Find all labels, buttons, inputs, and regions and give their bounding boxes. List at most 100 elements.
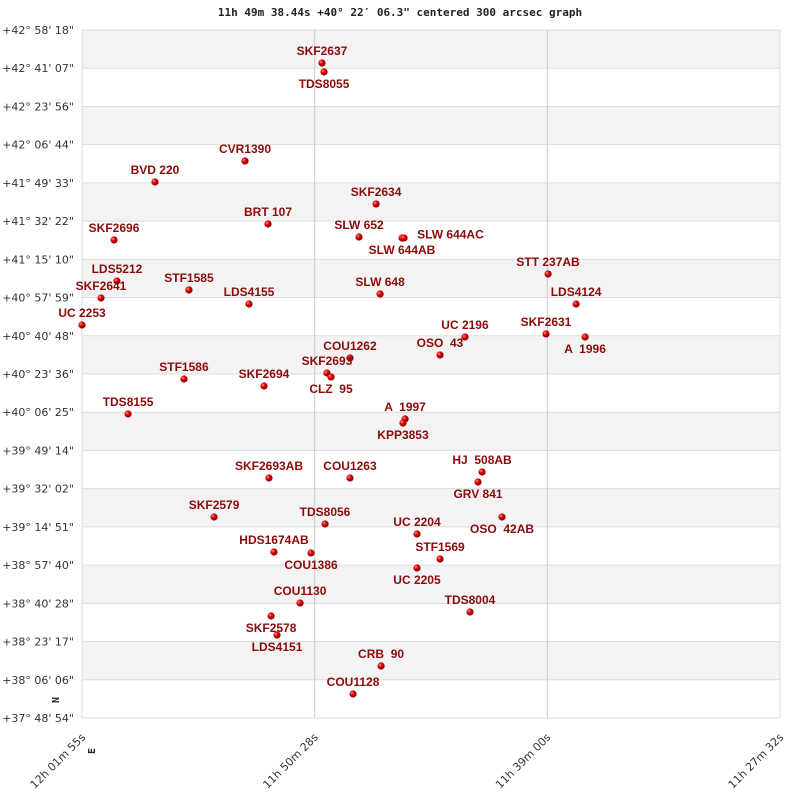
star-point[interactable] — [372, 200, 380, 208]
grid-band — [82, 335, 780, 374]
star-label: SKF2641 — [76, 279, 127, 293]
star-label: SKF2694 — [239, 367, 290, 381]
star-point[interactable] — [376, 290, 384, 298]
y-tick-label: +37° 48' 54" — [2, 712, 74, 725]
star-point[interactable] — [478, 468, 486, 476]
grid-band — [82, 603, 780, 642]
star-label: SKF2578 — [246, 621, 297, 635]
x-tick-label: 11h 27m 32s — [726, 731, 787, 792]
star-point[interactable] — [349, 690, 357, 698]
star-label: SLW 644AB — [369, 243, 436, 257]
star-point[interactable] — [265, 474, 273, 482]
star-label: COU1263 — [323, 459, 377, 473]
grid-band — [82, 30, 780, 69]
star-label: SLW 644AC — [417, 227, 484, 241]
star-point[interactable] — [436, 351, 444, 359]
star-point[interactable] — [474, 478, 482, 486]
star-point[interactable] — [346, 354, 354, 362]
star-point[interactable] — [544, 270, 552, 278]
star-label: HJ 508AB — [452, 453, 512, 467]
x-tick-label: 11h 39m 00s — [493, 731, 554, 792]
star-point[interactable] — [542, 330, 550, 338]
star-point[interactable] — [327, 373, 335, 381]
star-point[interactable] — [466, 608, 474, 616]
star-label: SLW 648 — [355, 275, 405, 289]
grid-band — [82, 488, 780, 527]
star-point[interactable] — [399, 419, 407, 427]
star-point[interactable] — [124, 410, 132, 418]
star-point[interactable] — [151, 178, 159, 186]
star-point[interactable] — [264, 220, 272, 228]
star-label: STF1586 — [159, 360, 209, 374]
star-point[interactable] — [355, 233, 363, 241]
y-tick-label: +41° 15' 10" — [2, 253, 74, 266]
star-point[interactable] — [318, 59, 326, 67]
star-point[interactable] — [270, 548, 278, 556]
grid-band — [82, 565, 780, 604]
star-label: KPP3853 — [377, 428, 429, 442]
star-point[interactable] — [436, 555, 444, 563]
y-tick-label: +39° 14' 51" — [2, 521, 74, 534]
y-tick-label: +40° 23' 36" — [2, 368, 74, 381]
star-label: TDS8004 — [445, 593, 496, 607]
star-point[interactable] — [321, 520, 329, 528]
y-tick-label: +42° 58' 18" — [2, 24, 74, 37]
star-label: BVD 220 — [131, 163, 180, 177]
star-label: BRT 107 — [244, 205, 292, 219]
y-tick-label: +39° 49' 14" — [2, 444, 74, 457]
star-label: UC 2205 — [393, 573, 441, 587]
star-point[interactable] — [320, 68, 328, 76]
star-point[interactable] — [413, 564, 421, 572]
grid-band — [82, 182, 780, 222]
star-point[interactable] — [400, 234, 408, 242]
star-label: A 1997 — [384, 400, 426, 414]
star-label: TDS8055 — [299, 77, 350, 91]
star-point[interactable] — [78, 321, 86, 329]
star-label: COU1130 — [274, 584, 327, 598]
star-point[interactable] — [260, 382, 268, 390]
star-label: LDS4124 — [551, 285, 602, 299]
star-point[interactable] — [413, 530, 421, 538]
y-tick-label: +42° 41' 07" — [2, 62, 74, 75]
grid-band — [82, 641, 780, 680]
star-point[interactable] — [210, 513, 218, 521]
north-indicator: N — [51, 697, 62, 703]
star-point[interactable] — [273, 631, 281, 639]
star-point[interactable] — [461, 333, 469, 341]
y-tick-label: +38° 40' 28" — [2, 597, 74, 610]
star-point[interactable] — [581, 333, 589, 341]
star-point[interactable] — [307, 549, 315, 557]
grid-band — [82, 412, 780, 451]
star-label: COU1128 — [327, 675, 380, 689]
star-point[interactable] — [498, 513, 506, 521]
star-point[interactable] — [241, 157, 249, 165]
star-point[interactable] — [180, 375, 188, 383]
star-point[interactable] — [346, 474, 354, 482]
star-label: OSO 43 — [417, 336, 464, 350]
star-label: SKF2637 — [297, 44, 348, 58]
east-indicator: E — [87, 748, 98, 754]
star-point[interactable] — [572, 300, 580, 308]
chart-title: 11h 49m 38.44s +40° 22′ 06.3" centered 3… — [217, 6, 583, 19]
grid-band — [82, 679, 780, 718]
grid-band — [82, 221, 780, 260]
y-tick-label: +39° 32' 02" — [2, 483, 74, 496]
star-label: UC 2253 — [58, 306, 106, 320]
star-point[interactable] — [267, 612, 275, 620]
star-label: LDS5212 — [92, 262, 143, 276]
y-tick-label: +41° 32' 22" — [2, 215, 74, 228]
star-point[interactable] — [185, 286, 193, 294]
star-point[interactable] — [245, 300, 253, 308]
star-label: STT 237AB — [516, 255, 580, 269]
star-label: SKF2579 — [189, 498, 240, 512]
star-point[interactable] — [97, 294, 105, 302]
star-point[interactable] — [296, 599, 304, 607]
star-point[interactable] — [110, 236, 118, 244]
star-point[interactable] — [377, 662, 385, 670]
grid-band — [82, 144, 780, 183]
star-label: TDS8056 — [300, 505, 351, 519]
y-tick-label: +42° 23' 56" — [2, 100, 74, 113]
y-tick-label: +40° 06' 25" — [2, 406, 74, 419]
star-point[interactable] — [113, 277, 121, 285]
star-label: STF1585 — [164, 271, 214, 285]
